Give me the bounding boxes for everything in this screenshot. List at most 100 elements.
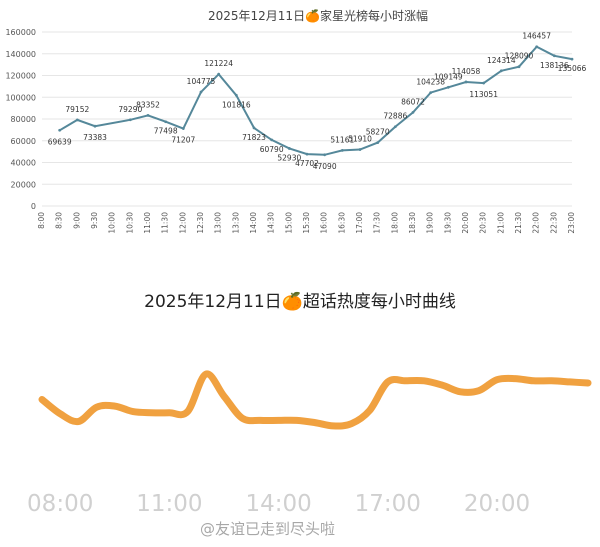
data-label: 79152	[65, 105, 89, 114]
curve-point	[515, 378, 516, 379]
x-tick-label: 21:30	[514, 212, 523, 234]
x-tick-label: 18:00	[390, 212, 399, 234]
curve-point	[533, 380, 534, 381]
y-axis-ticks: 0 20000 40000 60000 80000 100000 120000 140000 1…	[5, 28, 36, 211]
x-tick-label: 13:30	[231, 212, 240, 234]
curve-point	[424, 380, 425, 381]
x-tick-label: 10:00	[108, 212, 117, 234]
data-point	[146, 113, 150, 117]
data-points	[58, 45, 574, 157]
data-point	[181, 127, 185, 130]
data-point	[58, 128, 62, 132]
curve-point	[278, 420, 279, 421]
curve-point	[369, 410, 370, 411]
curve-point	[96, 407, 97, 408]
data-label: 51910	[348, 135, 372, 144]
data-label: 114058	[452, 67, 481, 76]
x-tick-label: 17:30	[373, 212, 382, 234]
x-tick-label: 10:30	[125, 212, 134, 234]
y-tick-label: 80000	[11, 115, 36, 124]
data-point	[270, 138, 274, 142]
x-tick-label: 17:00	[355, 491, 421, 517]
data-point	[128, 118, 132, 122]
x-tick-label: 12:30	[196, 212, 205, 234]
data-point	[164, 120, 168, 124]
data-label: 71207	[171, 136, 195, 145]
curve-point	[315, 422, 316, 423]
x-tick-label: 18:30	[408, 212, 417, 234]
x-tick-label: 21:00	[496, 212, 505, 234]
x-tick-label: 17:00	[355, 212, 364, 234]
data-point	[429, 91, 433, 95]
x-axis-ticks: 8:00 8:30 9:00 9:30 10:00 10:30 11:00 11:30 12:0…	[37, 212, 576, 234]
chart-title: 2025年12月11日🍊超话热度每小时曲线	[144, 291, 456, 312]
curve-point	[260, 420, 261, 421]
curve-point	[497, 379, 498, 380]
curve-point	[205, 374, 206, 375]
y-tick-label: 0	[31, 202, 36, 211]
x-tick-label: 20:30	[479, 212, 488, 234]
data-label: 124314	[487, 56, 516, 65]
y-tick-label: 140000	[5, 50, 36, 59]
x-tick-label: 11:30	[161, 212, 170, 234]
data-label: 52930	[277, 153, 301, 162]
x-tick-label: 9:30	[90, 212, 99, 229]
data-point	[482, 81, 486, 85]
data-label: 73383	[83, 133, 107, 142]
x-tick-label: 9:00	[72, 212, 81, 229]
data-point	[305, 152, 309, 156]
curve-point	[78, 421, 79, 422]
curve-point	[569, 381, 570, 382]
data-point	[464, 80, 468, 84]
data-point	[234, 93, 238, 97]
x-tick-label: 14:30	[267, 212, 276, 234]
data-label: 71823	[242, 133, 266, 142]
curve-point	[387, 381, 388, 382]
curve-point	[187, 411, 188, 412]
data-label: 79290	[118, 105, 142, 114]
curve-point	[114, 406, 115, 407]
curve-point	[42, 399, 43, 400]
data-point	[323, 153, 327, 157]
topic-heat-chart: 2025年12月11日🍊超话热度每小时曲线 08:00 11:00 14:00 17:…	[27, 291, 592, 517]
data-point	[93, 124, 97, 128]
x-tick-label: 8:00	[37, 212, 46, 229]
x-tick-label: 12:00	[178, 212, 187, 234]
curve-point	[588, 383, 589, 384]
data-label: 104238	[416, 78, 445, 87]
curve-point	[242, 418, 243, 419]
data-point	[252, 126, 256, 130]
x-tick-label: 15:30	[302, 212, 311, 234]
data-label: 146457	[522, 32, 551, 41]
data-label: 72886	[383, 112, 407, 121]
x-tick-label: 23:00	[567, 212, 576, 234]
x-tick-label: 16:00	[320, 212, 329, 234]
curve-point	[224, 396, 225, 397]
data-point	[552, 54, 556, 58]
data-label: 121224	[204, 59, 233, 68]
data-point	[570, 57, 574, 61]
curve-point	[351, 423, 352, 424]
data-label: 77498	[154, 127, 178, 136]
curve-point	[296, 420, 297, 421]
data-label: 109149	[434, 72, 463, 81]
x-tick-label: 14:00	[249, 212, 258, 234]
x-tick-label: 20:00	[461, 212, 470, 234]
y-tick-label: 100000	[5, 93, 36, 102]
y-tick-label: 120000	[5, 72, 36, 81]
data-point	[535, 45, 539, 49]
data-point	[393, 125, 397, 129]
data-point	[217, 72, 221, 76]
curve-point	[406, 380, 407, 381]
data-label: 135066	[558, 64, 587, 73]
x-axis-ticks: 08:00 11:00 14:00 17:00 20:00	[27, 491, 530, 517]
curve-point	[60, 413, 61, 414]
data-label: 113051	[469, 90, 498, 99]
data-point	[517, 65, 521, 69]
curve-point	[460, 391, 461, 392]
x-tick-label: 13:00	[214, 212, 223, 234]
curve-point	[151, 412, 152, 413]
x-tick-label: 08:00	[27, 491, 93, 517]
data-point	[340, 148, 344, 152]
